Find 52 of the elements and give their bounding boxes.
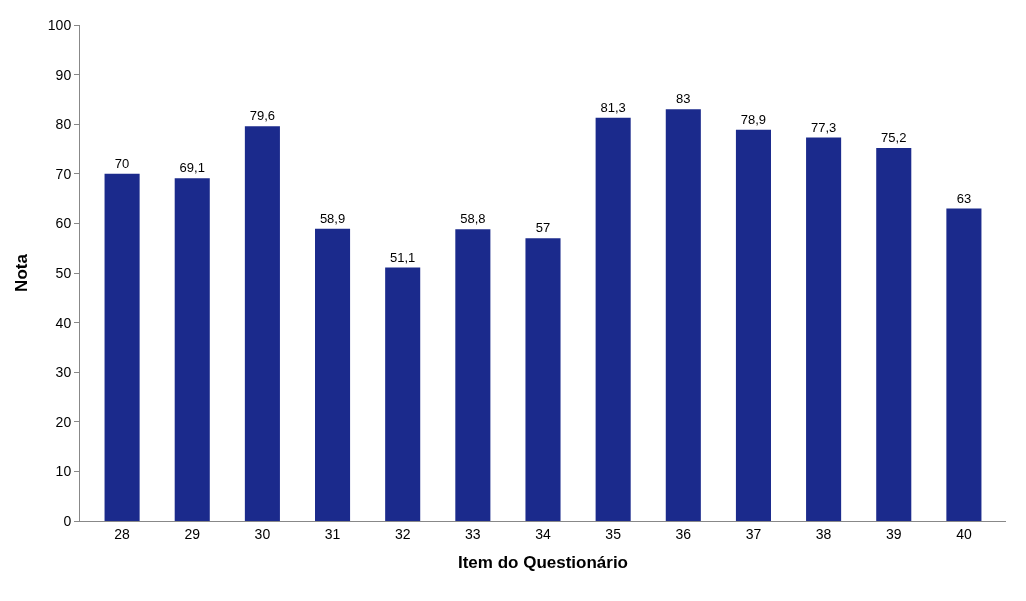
y-tick-label: 70 xyxy=(55,165,72,182)
y-tick-label: 90 xyxy=(55,66,72,83)
x-tick-label: 40 xyxy=(956,525,972,542)
bar xyxy=(806,137,842,521)
x-tick-label: 28 xyxy=(114,525,131,542)
bar xyxy=(174,178,210,521)
data-label: 70 xyxy=(114,155,130,171)
x-tick-label: 29 xyxy=(184,525,201,542)
x-tick-label: 31 xyxy=(324,525,341,542)
x-tick-label: 38 xyxy=(815,525,832,542)
bar xyxy=(104,173,140,521)
y-tick-label: 100 xyxy=(47,16,72,33)
y-axis-title: Nota xyxy=(12,253,32,292)
bar xyxy=(665,109,701,521)
y-tick-label: 60 xyxy=(55,215,72,232)
data-label: 69,1 xyxy=(179,160,205,176)
bar xyxy=(876,148,912,521)
y-tick-label: 40 xyxy=(55,314,72,331)
y-tick-label: 20 xyxy=(55,413,72,430)
bar xyxy=(595,117,631,521)
data-label: 77,3 xyxy=(810,119,837,135)
x-tick-label: 35 xyxy=(605,525,622,542)
y-tick-label: 30 xyxy=(55,364,72,381)
x-tick-label: 36 xyxy=(675,525,692,542)
x-axis-title: Item do Questionário xyxy=(457,553,629,573)
data-label: 51,1 xyxy=(390,249,416,265)
bar xyxy=(525,238,561,521)
x-tick-label: 33 xyxy=(465,525,481,542)
bar xyxy=(315,228,351,521)
data-label: 57 xyxy=(535,220,551,236)
data-label: 81,3 xyxy=(600,99,626,115)
x-tick-label: 32 xyxy=(394,525,411,542)
x-tick-label: 39 xyxy=(885,525,902,542)
bar xyxy=(244,126,280,521)
y-tick-label: 80 xyxy=(55,116,72,133)
data-label: 83 xyxy=(676,91,691,107)
x-tick-label: 37 xyxy=(745,525,762,542)
y-tick-label: 50 xyxy=(55,264,72,281)
bar xyxy=(455,229,491,521)
x-tick-label: 30 xyxy=(254,525,271,542)
data-label: 79,6 xyxy=(249,108,276,124)
bar xyxy=(946,208,982,521)
data-label: 63 xyxy=(956,190,972,206)
data-label: 58,9 xyxy=(319,210,346,226)
x-tick-label: 34 xyxy=(535,525,551,542)
bar xyxy=(735,129,771,521)
y-tick-label: 10 xyxy=(55,463,72,480)
data-label: 58,8 xyxy=(460,211,486,227)
y-tick-label: 0 xyxy=(63,512,72,529)
bar xyxy=(385,267,421,521)
data-label: 78,9 xyxy=(740,111,767,127)
data-label: 75,2 xyxy=(881,130,907,146)
